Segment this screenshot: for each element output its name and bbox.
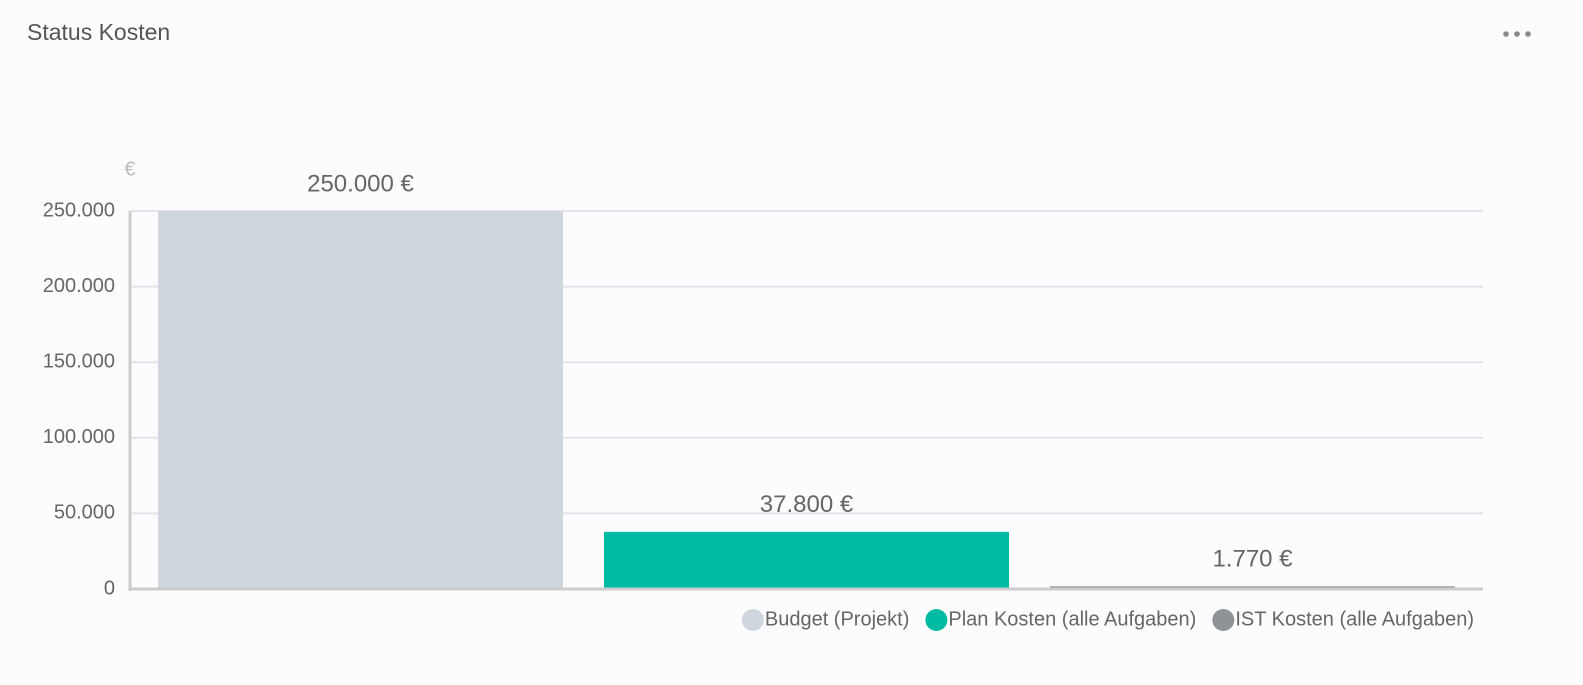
menu-dot (1514, 31, 1520, 37)
legend-label: IST Kosten (alle Aufgaben) (1235, 608, 1474, 630)
y-tick-label: 150.000 (43, 350, 115, 372)
y-tick-label: 250.000 (43, 199, 115, 221)
menu-dot (1503, 31, 1509, 37)
legend-label: Budget (Projekt) (765, 608, 910, 630)
legend-swatch (925, 609, 948, 631)
value-label: 250.000 € (307, 170, 414, 197)
legend-label: Plan Kosten (alle Aufgaben) (948, 608, 1196, 630)
legend-swatch (741, 609, 764, 631)
menu-button[interactable] (1503, 31, 1531, 37)
bar (158, 211, 563, 589)
value-label: 37.800 € (760, 491, 854, 518)
menu-dot (1525, 31, 1531, 37)
bar (604, 531, 1009, 589)
y-axis-unit: € (124, 158, 135, 180)
y-tick-label: 100.000 (43, 426, 115, 448)
chart-title: Status Kosten (27, 19, 170, 45)
value-label: 1.770 € (1212, 546, 1293, 573)
y-tick-label: 200.000 (43, 275, 115, 297)
legend-swatch (1212, 609, 1235, 631)
y-tick-label: 0 (104, 577, 115, 599)
y-tick-label: 50.000 (54, 502, 115, 524)
